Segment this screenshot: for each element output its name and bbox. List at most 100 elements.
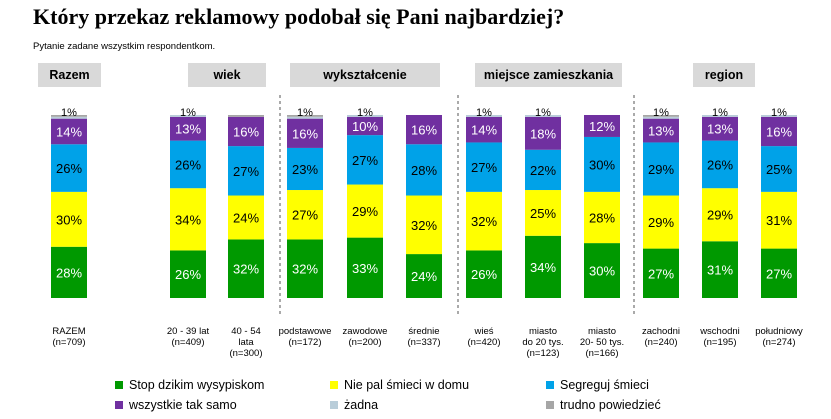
legend-swatch-trudno (546, 401, 554, 409)
bar-segment-zadna (761, 115, 797, 117)
data-label: 30% (589, 157, 615, 172)
group-header-wyksztalcenie: wykształcenie (290, 63, 440, 87)
bar-segment-wszystkie (761, 116, 797, 147)
legend-item-stop: Stop dzikim wysypiskom (115, 378, 264, 392)
category-label: RAZEM (52, 326, 85, 337)
bar-segment-nie_pal (466, 191, 502, 251)
data-label: 24% (233, 210, 259, 225)
bar-segment-nie_pal (761, 191, 797, 249)
data-label: 29% (352, 204, 378, 219)
group-header-miejsce-zamieszkania: miejsce zamieszkania (475, 63, 622, 87)
data-label: 26% (56, 161, 82, 176)
bar-segment-zadna (702, 115, 738, 117)
data-label: 14% (56, 124, 82, 139)
category-label: zawodowe (343, 326, 388, 337)
legend-label-zadna: żadna (344, 398, 379, 412)
data-label: 27% (233, 164, 259, 179)
top-label: 1% (357, 107, 373, 119)
category-label: (n=166) (585, 348, 618, 359)
data-label: 25% (530, 206, 556, 221)
bar-segment-stop (643, 248, 679, 298)
bar-segment-segreguj (406, 144, 442, 196)
bar-segment-wszystkie (584, 115, 620, 137)
category-label: lata (238, 337, 254, 348)
bar-segment-wszystkie (702, 116, 738, 141)
legend-swatch-zadna (330, 401, 338, 409)
bar-segment-trudno (287, 115, 323, 117)
bar-segment-segreguj (347, 135, 383, 185)
data-label: 27% (471, 160, 497, 175)
bar-segment-segreguj (466, 142, 502, 192)
data-label: 32% (471, 214, 497, 229)
bar-segment-nie_pal (643, 195, 679, 249)
data-label: 33% (352, 261, 378, 276)
top-label: 1% (771, 107, 787, 119)
legend-item-wszystkie: wszystkie tak samo (115, 398, 237, 412)
bar-segment-nie_pal (702, 188, 738, 242)
chart-title: Który przekaz reklamowy podobał się Pani… (33, 4, 565, 29)
top-label: 1% (297, 107, 313, 119)
bar-segment-nie_pal (51, 191, 87, 247)
bar-segment-wszystkie (51, 118, 87, 145)
data-label: 24% (411, 269, 437, 284)
group-header-region: region (693, 63, 755, 87)
data-label: 25% (766, 162, 792, 177)
bar-segment-wszystkie (228, 116, 264, 147)
bar-segment-trudno (643, 115, 679, 117)
bar-segment-zadna (525, 115, 561, 117)
top-label: 1% (180, 107, 196, 119)
data-label: 16% (766, 124, 792, 139)
bar-segment-stop (466, 250, 502, 298)
category-label: (n=172) (288, 337, 321, 348)
data-label: 32% (411, 218, 437, 233)
data-label: 23% (292, 162, 318, 177)
bar-segment-trudno (51, 115, 87, 117)
bar-segment-nie_pal (406, 195, 442, 255)
category-label: (n=274) (762, 337, 795, 348)
data-label: 28% (411, 163, 437, 178)
legend-label-nie-pal: Nie pal śmieci w domu (344, 378, 470, 392)
category-label: (n=337) (407, 337, 440, 348)
data-label: 32% (233, 262, 259, 277)
category-label: 40 - 54 (231, 326, 261, 337)
legend-item-trudno: trudno powiedzieć (546, 398, 661, 412)
bar-segment-stop (525, 235, 561, 298)
category-label: wschodni (699, 326, 740, 337)
bar-segment-stop (287, 239, 323, 298)
legend-label-segreguj: Segreguj śmieci (560, 378, 649, 392)
legend-swatch-segreguj (546, 381, 554, 389)
data-label: 28% (56, 265, 82, 280)
category-label: 20- 50 tys. (580, 337, 624, 348)
bar-segment-wszystkie (525, 116, 561, 150)
bar-segment-segreguj (287, 147, 323, 191)
category-label: (n=240) (644, 337, 677, 348)
bar-segment-wszystkie (466, 116, 502, 143)
bar-segment-wszystkie (347, 116, 383, 136)
top-label: 1% (712, 107, 728, 119)
data-label: 16% (292, 126, 318, 141)
data-label: 22% (530, 163, 556, 178)
data-label: 18% (530, 126, 556, 141)
group-header-wiek: wiek (188, 63, 266, 87)
data-label: 13% (707, 122, 733, 137)
data-label: 29% (707, 208, 733, 223)
data-label: 26% (707, 157, 733, 172)
data-label: 10% (352, 119, 378, 134)
bar-segment-stop (406, 254, 442, 298)
top-label: 1% (61, 107, 77, 119)
data-label: 27% (648, 266, 674, 281)
data-label: 13% (648, 124, 674, 139)
legend-swatch-nie-pal (330, 381, 338, 389)
bar-segment-stop (702, 241, 738, 298)
bar-segment-nie_pal (584, 191, 620, 244)
bar-segment-nie_pal (228, 195, 264, 240)
bar-segment-segreguj (761, 146, 797, 192)
category-label: (n=123) (526, 348, 559, 359)
bar-segment-segreguj (51, 144, 87, 192)
bar-segment-zadna (347, 115, 383, 117)
data-label: 16% (411, 123, 437, 138)
category-label: (n=195) (703, 337, 736, 348)
bar-segment-nie_pal (347, 184, 383, 238)
bar-segment-segreguj (643, 142, 679, 196)
bar-segment-nie_pal (287, 190, 323, 240)
